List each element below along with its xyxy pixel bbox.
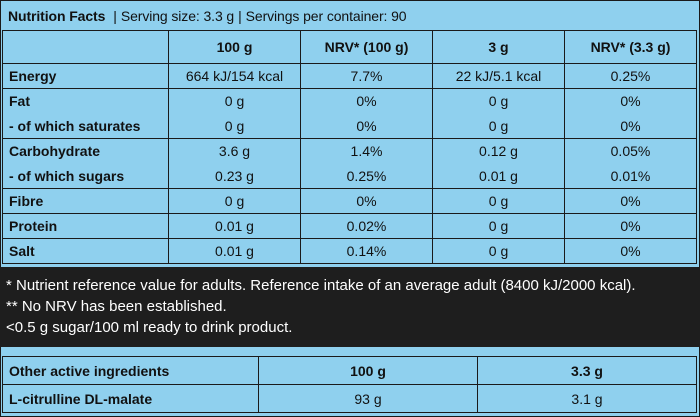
label-header: Nutrition Facts | Serving size: 3.3 g | … <box>2 2 696 29</box>
table-row: Carbohydrate 3.6 g 1.4% 0.12 g 0.05% <box>2 138 697 164</box>
ingredients-header-serving: 3.3 g <box>477 356 697 385</box>
value-per-serving: 0.12 g <box>432 138 565 164</box>
nutrition-table-header-row: 100 g NRV* (100 g) 3 g NRV* (3.3 g) <box>2 30 697 64</box>
nrv-per-serving: 0% <box>564 238 697 264</box>
ingredients-header-row: Other active ingredients 100 g 3.3 g <box>2 356 697 385</box>
ingredients-header-100g: 100 g <box>258 356 478 385</box>
table-row: L-citrulline DL-malate 93 g 3.1 g <box>2 384 697 413</box>
table-row: Fibre 0 g 0% 0 g 0% <box>2 188 697 214</box>
nrv-per-100g: 0% <box>300 113 433 139</box>
nutrient-name: Energy <box>2 63 169 89</box>
serving-size: Serving size: 3.3 g <box>120 7 235 24</box>
footnote-sugar: <0.5 g sugar/100 ml ready to drink produ… <box>6 319 293 336</box>
value-per-serving: 0 g <box>432 213 565 239</box>
nrv-per-100g: 0% <box>300 188 433 214</box>
nutrient-name: Salt <box>2 238 169 264</box>
nrv-per-100g: 0.02% <box>300 213 433 239</box>
table-row: - of which saturates 0 g 0% 0 g 0% <box>2 113 697 139</box>
nrv-per-serving: 0% <box>564 113 697 139</box>
ingredients-table: Other active ingredients 100 g 3.3 g L-c… <box>2 356 697 413</box>
value-per-serving: 0 g <box>432 88 565 114</box>
value-per-serving: 0 g <box>432 188 565 214</box>
table-row: Salt 0.01 g 0.14% 0 g 0% <box>2 238 697 264</box>
value-per-100g: 0.01 g <box>168 213 301 239</box>
nutrition-table: 100 g NRV* (100 g) 3 g NRV* (3.3 g) Ener… <box>2 30 697 264</box>
value-per-100g: 0 g <box>168 88 301 114</box>
value-per-serving: 0 g <box>432 113 565 139</box>
column-header: 100 g <box>168 30 301 64</box>
nrv-per-serving: 0% <box>564 188 697 214</box>
table-row: - of which sugars 0.23 g 0.25% 0.01 g 0.… <box>2 163 697 189</box>
servings-per-container: Servings per container: 90 <box>245 7 407 24</box>
nrv-per-serving: 0% <box>564 213 697 239</box>
value-per-100g: 664 kJ/154 kcal <box>168 63 301 89</box>
value-per-serving: 0.01 g <box>432 163 565 189</box>
nrv-per-serving: 0% <box>564 88 697 114</box>
column-header: NRV* (3.3 g) <box>564 30 697 64</box>
nutrient-name: - of which saturates <box>2 113 169 139</box>
value-per-serving: 22 kJ/5.1 kcal <box>432 63 565 89</box>
column-header: NRV* (100 g) <box>300 30 433 64</box>
nrv-per-serving: 0.25% <box>564 63 697 89</box>
nrv-per-100g: 0.14% <box>300 238 433 264</box>
nutrient-name: Carbohydrate <box>2 138 169 164</box>
nrv-per-100g: 0% <box>300 88 433 114</box>
header-separator: | <box>113 7 117 24</box>
ingredient-per-serving: 3.1 g <box>477 384 697 413</box>
footnote-no-nrv: ** No NRV has been established. <box>6 298 227 315</box>
table-row: Protein 0.01 g 0.02% 0 g 0% <box>2 213 697 239</box>
value-per-100g: 0.01 g <box>168 238 301 264</box>
footnote-nrv: * Nutrient reference value for adults. R… <box>6 277 636 294</box>
nutrient-name: Fibre <box>2 188 169 214</box>
nrv-per-serving: 0.01% <box>564 163 697 189</box>
nutrient-name: - of which sugars <box>2 163 169 189</box>
nutrient-name: Fat <box>2 88 169 114</box>
value-per-100g: 3.6 g <box>168 138 301 164</box>
column-header: 3 g <box>432 30 565 64</box>
column-header-nutrient <box>2 30 169 64</box>
ingredient-name: L-citrulline DL-malate <box>2 384 259 413</box>
nrv-per-100g: 7.7% <box>300 63 433 89</box>
ingredients-header-name: Other active ingredients <box>2 356 259 385</box>
value-per-100g: 0.23 g <box>168 163 301 189</box>
header-separator: | <box>238 7 242 24</box>
nutrition-facts-title: Nutrition Facts <box>8 7 106 24</box>
ingredient-per-100g: 93 g <box>258 384 478 413</box>
nrv-per-serving: 0.05% <box>564 138 697 164</box>
value-per-serving: 0 g <box>432 238 565 264</box>
table-row: Energy 664 kJ/154 kcal 7.7% 22 kJ/5.1 kc… <box>2 63 697 89</box>
nrv-per-100g: 0.25% <box>300 163 433 189</box>
nutrient-name: Protein <box>2 213 169 239</box>
nrv-per-100g: 1.4% <box>300 138 433 164</box>
value-per-100g: 0 g <box>168 188 301 214</box>
table-row: Fat 0 g 0% 0 g 0% <box>2 88 697 114</box>
value-per-100g: 0 g <box>168 113 301 139</box>
footnotes-panel: * Nutrient reference value for adults. R… <box>0 267 700 347</box>
